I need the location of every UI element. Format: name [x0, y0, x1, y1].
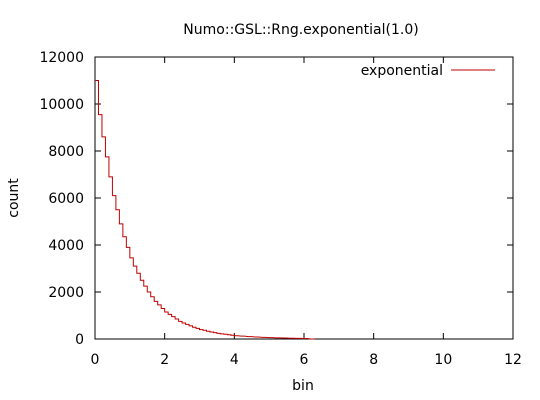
x-tick-label: 4 — [230, 352, 239, 368]
chart-title: Numo::GSL::Rng.exponential(1.0) — [183, 22, 418, 38]
plot-frame — [94, 56, 514, 340]
x-axis: 0 2 4 6 8 10 12 — [91, 57, 522, 368]
y-tick-label: 0 — [75, 332, 84, 348]
x-tick-label: 8 — [369, 352, 378, 368]
series-line-exponential — [95, 80, 315, 340]
series-group — [95, 80, 315, 340]
x-tick-label: 6 — [300, 352, 309, 368]
x-tick-label: 2 — [160, 352, 169, 368]
y-tick-label: 2000 — [48, 285, 84, 301]
y-tick-label: 4000 — [48, 238, 84, 254]
y-tick-label: 8000 — [48, 144, 84, 160]
y-tick-label: 10000 — [39, 97, 84, 113]
x-tick-label: 0 — [91, 352, 100, 368]
legend: exponential — [361, 63, 495, 79]
x-axis-label: bin — [292, 378, 314, 394]
y-tick-label: 6000 — [48, 191, 84, 207]
x-tick-label: 10 — [434, 352, 452, 368]
y-axis-label: count — [6, 178, 22, 218]
x-tick-label: 12 — [504, 352, 522, 368]
y-axis: 0 2000 4000 6000 8000 10000 12000 — [39, 50, 513, 348]
legend-label-exponential: exponential — [361, 63, 443, 79]
y-tick-label: 12000 — [39, 50, 84, 66]
